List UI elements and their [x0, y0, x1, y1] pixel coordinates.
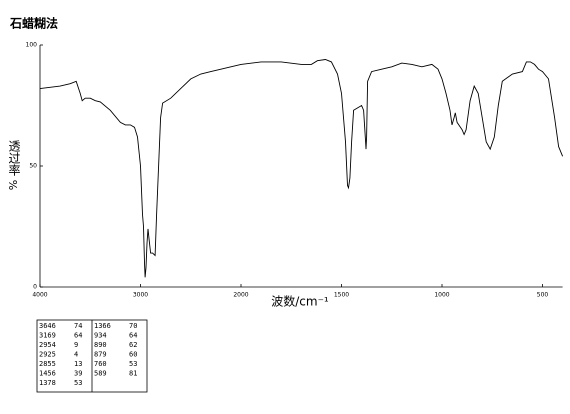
x-tick-label: 4000: [32, 292, 47, 299]
peak-table-cell: 934: [94, 332, 107, 340]
x-axis-label: 波数/cm⁻¹: [271, 294, 329, 309]
peak-table-cell: 74: [74, 322, 82, 330]
peak-table-cell: 589: [94, 370, 107, 378]
y-axis-label: 透过率%: [7, 140, 21, 191]
spectrum-line: [39, 59, 564, 278]
peak-table-cell: 60: [129, 351, 137, 359]
peak-table-cell: 39: [74, 370, 82, 378]
peak-table-cell: 4: [74, 351, 78, 359]
peak-table-cell: 3169: [39, 332, 56, 340]
x-tick-label: 3000: [133, 292, 148, 299]
peak-table-cell: 2954: [39, 341, 56, 349]
peak-table-cell: 760: [94, 360, 107, 368]
peak-table-cell: 879: [94, 351, 107, 359]
peak-table-cell: 70: [129, 322, 137, 330]
x-tick-label: 1000: [434, 292, 449, 299]
peak-table-cell: 9: [74, 341, 78, 349]
peak-table-cell: 2925: [39, 351, 56, 359]
peak-table-cell: 3646: [39, 322, 56, 330]
x-tick-label: 500: [537, 292, 549, 299]
peak-table-cell: 62: [129, 341, 137, 349]
peak-table-cell: 64: [129, 332, 137, 340]
peak-table-cell: 1378: [39, 379, 56, 387]
peak-table-cell: 81: [129, 370, 137, 378]
y-tick-label: 50: [29, 163, 37, 170]
peak-table-cell: 64: [74, 332, 82, 340]
peak-table-cell: 53: [74, 379, 82, 387]
peak-table-cell: 2855: [39, 360, 56, 368]
peak-table-cell: 890: [94, 341, 107, 349]
peak-table-cell: 53: [129, 360, 137, 368]
x-tick-label: 1500: [334, 292, 349, 299]
chart-title: 石蜡糊法: [9, 16, 58, 31]
y-tick-label: 100: [26, 42, 38, 49]
peak-table-cell: 1366: [94, 322, 111, 330]
y-label-text: 透过率: [7, 140, 21, 176]
y-label-unit: %: [7, 180, 20, 190]
y-tick-label: 0: [33, 284, 37, 291]
x-tick-label: 2000: [233, 292, 248, 299]
peak-table-cell: 13: [74, 360, 82, 368]
peak-table-cell: 1456: [39, 370, 56, 378]
